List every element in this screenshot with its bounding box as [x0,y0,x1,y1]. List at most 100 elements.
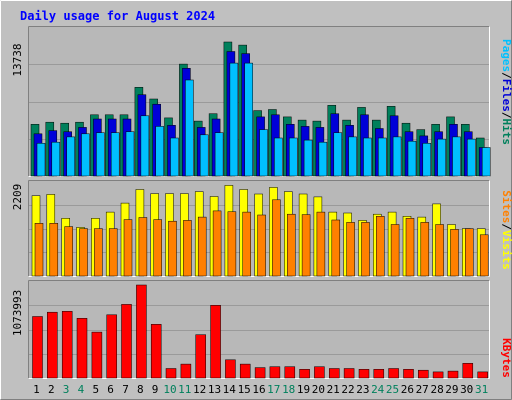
kbytes-bar [106,314,117,379]
day-label: 17 [267,383,280,396]
day-label: 18 [282,383,295,396]
day-label: 19 [297,383,310,396]
sites-bar [346,222,355,277]
day-label: 28 [430,383,443,396]
pages-bar [185,79,194,177]
day-label: 10 [163,383,176,396]
sites-bar [227,211,237,277]
pages-bar [51,141,61,177]
kbytes-bar [462,363,474,379]
pages-bar [36,143,46,177]
pages-bar [452,136,461,177]
kbytes-bar [150,324,162,379]
day-label: 6 [107,383,114,396]
kbytes-bar [254,367,266,379]
kbytes-bar [432,371,444,379]
pages-bar [303,139,313,177]
sites-bar [168,220,177,277]
day-label: 22 [341,383,354,396]
day-label: 3 [63,383,70,396]
pages-bar [110,132,120,177]
sites-bar [390,224,400,277]
kbytes-bar [121,304,132,379]
pages-bar [467,138,476,177]
day-label: 31 [475,383,488,396]
pages-bar [140,115,150,177]
kbytes-bar [47,311,58,379]
pages-bar [437,138,446,177]
day-label: 13 [208,383,221,396]
kbytes-bar [32,316,43,379]
pages-bar [66,136,75,177]
sites-bar [79,228,88,277]
sites-bar [465,228,474,277]
sites-bar [316,211,326,277]
day-label: 24 [371,383,385,396]
day-label: 11 [178,383,191,396]
pages-bar [274,137,283,177]
kbytes-bar [239,363,251,379]
sites-bar [49,223,59,277]
day-label: 8 [137,383,144,396]
svg-text:Pages/Files/Hits: Pages/Files/Hits [500,39,512,145]
day-label: 15 [238,383,251,396]
pages-bar [155,126,164,177]
kbytes-panel [29,281,489,378]
kbytes-max-label: 1073993 [11,290,24,336]
legend-sep-3: / [500,223,512,230]
kbytes-bar [343,368,355,379]
legend-sep-1: / [500,72,512,79]
visits-max-label: 2209 [11,184,24,211]
pages-bar [422,143,432,177]
sites-bar [376,216,385,277]
kbytes-bar [358,369,370,379]
kbytes-bar [210,305,221,379]
day-label: 14 [223,383,237,396]
day-label: 2 [48,383,55,396]
legend-visits: Visits [500,230,512,270]
sites-bar [123,219,133,277]
sites-bar [212,210,222,277]
kbytes-bar [477,371,488,379]
sites-bar [64,226,73,277]
kbytes-bar [329,368,340,379]
sites-bar [420,222,430,277]
kbytes-bar [136,284,147,379]
hits-max-label: 13738 [11,43,24,76]
legend-kbytes: KBytes [500,338,512,378]
sites-bar [183,220,192,277]
kbytes-bar [403,369,414,379]
sites-bar [405,218,415,277]
pages-bar [125,131,135,177]
kbytes-bar [388,368,399,379]
kbytes-bar [447,370,459,379]
day-label: 29 [445,383,458,396]
day-label: 26 [401,383,414,396]
pages-bar [170,137,179,177]
kbytes-bar [225,359,236,379]
sites-bar [479,234,489,277]
sites-bar [34,223,44,277]
sites-bar [153,219,162,277]
legend-sep-2: / [500,112,512,119]
kbytes-bar [418,369,429,379]
legend-files: Files [500,79,512,112]
sites-bar [450,229,459,277]
pages-bar [407,140,417,177]
sites-bar [197,216,207,277]
sites-bar [435,224,444,277]
sites-bar [242,211,251,277]
kbytes-bar [180,363,192,379]
day-label: 25 [386,383,399,396]
kbytes-bar [165,368,177,379]
sites-bar [361,222,370,277]
day-label: 1 [33,383,40,396]
pages-bar [481,147,491,177]
day-label: 4 [78,383,85,396]
day-label: 16 [252,383,265,396]
pages-bar [363,137,372,177]
kbytes-bar [195,334,206,379]
day-label: 5 [92,383,99,396]
pages-bar [333,132,343,177]
sites-bar [301,214,311,277]
